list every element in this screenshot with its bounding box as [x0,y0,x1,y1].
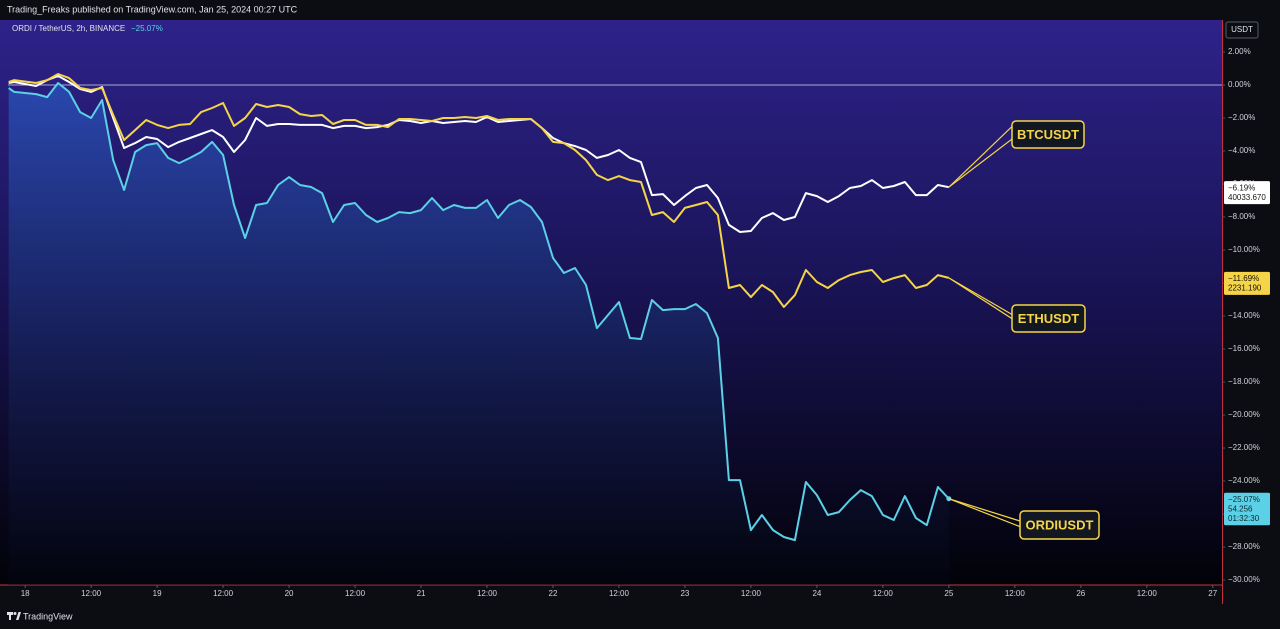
x-tick-label: 12:00 [213,589,234,598]
y-tick-label: −4.00% [1228,146,1255,155]
price-tag [1224,271,1270,295]
series-line [8,82,950,542]
currency-box[interactable] [1225,21,1259,39]
price-scale-background [1222,20,1280,585]
x-tick-label: 26 [1076,589,1085,598]
y-tick-label: −8.00% [1228,212,1255,221]
currency[interactable]: USDT [1231,25,1253,34]
publisher: Trading_Freaks published on TradingView.… [7,4,298,14]
x-tick-label: 25 [944,589,953,598]
callout-box [1011,304,1086,333]
price-tag-text: 54.256 [1228,504,1253,513]
y-tick-label: −16.00% [1228,344,1260,353]
x-tick-label: 12:00 [741,589,762,598]
y-tick-label: −2.00% [1228,113,1255,122]
x-tick-label: 12:00 [1005,589,1026,598]
x-tick-label: 12:00 [81,589,102,598]
series-line [8,73,950,308]
x-tick-label: 12:00 [345,589,366,598]
x-tick-label: 21 [417,589,426,598]
callout-line [948,126,1013,188]
price-tag-text: 2231.190 [1228,284,1262,293]
callout-box [1011,120,1085,149]
x-tick-label: 12:00 [609,589,630,598]
price-tag-text: 40033.670 [1228,193,1266,202]
footer-logo [7,612,21,620]
callout-label: BTCUSDT [1017,127,1079,142]
symbol: ORDI / TetherUS, 2h, BINANCE [12,24,125,33]
callout-line [948,134,1019,188]
x-tick-label: 12:00 [1137,589,1158,598]
callout-line [948,277,1019,324]
x-tick-label: 23 [680,589,689,598]
area [8,83,949,585]
y-tick-label: −22.00% [1228,443,1260,452]
y-tick-label: −20.00% [1228,410,1260,419]
price-tag-text: −11.69% [1228,274,1259,283]
y-tick-label: −18.00% [1228,377,1260,386]
series-line [8,74,949,233]
callout-line [948,498,1021,522]
price-tag-text: −6.19% [1228,183,1255,192]
callout-box [1019,510,1100,540]
x-tick-label: 24 [812,589,821,598]
x-tick-label: 19 [153,589,162,598]
footer-brand: TradingView [23,611,73,621]
y-tick-label: −30.00% [1228,575,1260,584]
price-tag [1224,181,1270,205]
symbol-change: −25.07% [131,24,163,33]
plot-area: ORDIUSDT BTCUSDT ETHUSDT [8,73,1222,585]
price-tag-text: −25.07% [1228,495,1260,504]
x-tick-label: 12:00 [477,589,498,598]
x-tick-label: 27 [1208,589,1217,598]
x-tick-label: 20 [285,589,294,598]
y-tick-label: −14.00% [1228,311,1260,320]
y-tick-label: 2.00% [1228,47,1251,56]
callout-label: ORDIUSDT [1026,517,1094,532]
price-tag-text: 01:32:30 [1228,514,1260,523]
y-tick-label: −24.00% [1228,476,1260,485]
x-tick-label: 22 [549,589,558,598]
x-tick-label: 12:00 [873,589,894,598]
price-tag [1224,492,1270,526]
callout-label: ETHUSDT [1018,311,1079,326]
y-tick-label: −10.00% [1228,245,1260,254]
y-tick-label: −28.00% [1228,542,1260,551]
x-tick-label: 18 [21,589,30,598]
y-tick-label: 0.00% [1228,80,1251,89]
callout-line [948,498,1027,530]
